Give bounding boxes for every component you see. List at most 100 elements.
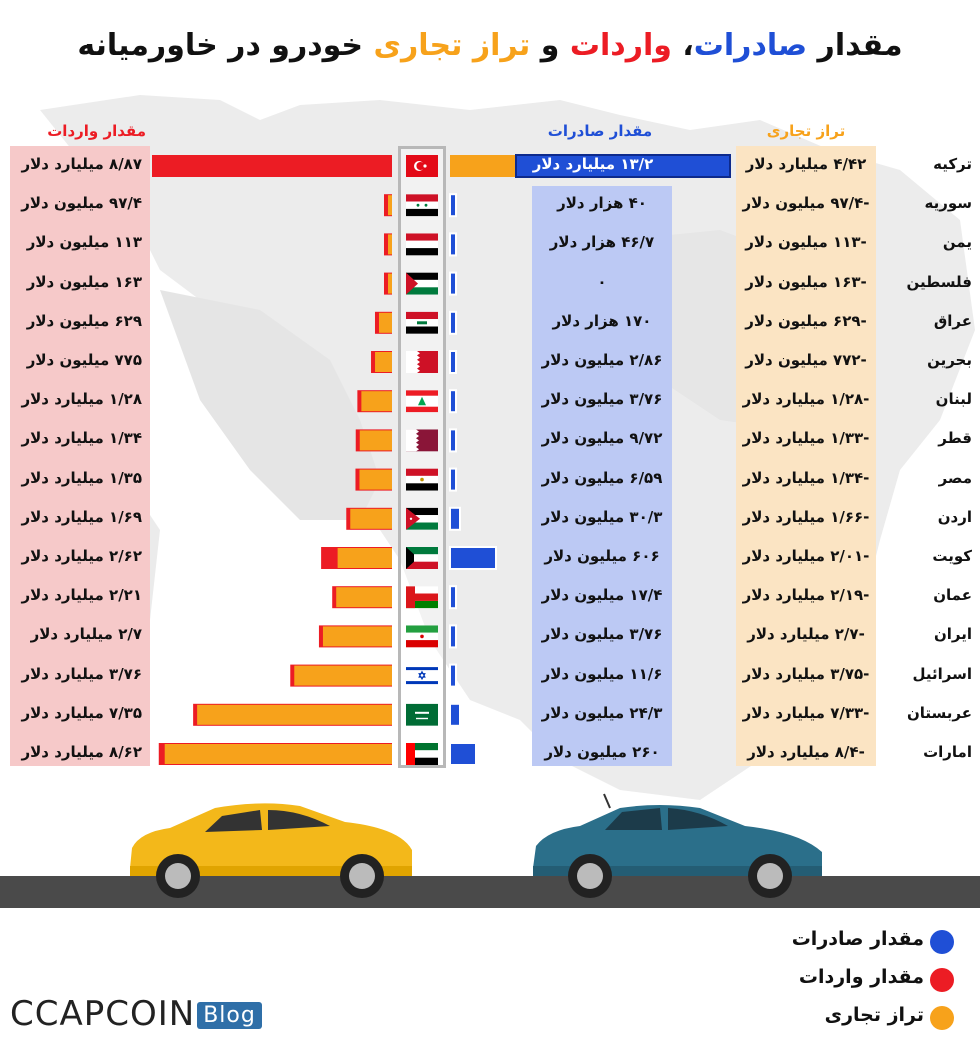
iraq-flag-icon — [406, 311, 438, 334]
import-value-label: ۷/۳۵ میلیارد دلار — [21, 703, 142, 722]
import-value-label: ۱/۳۵ میلیارد دلار — [21, 468, 142, 487]
lebanon-flag-icon — [406, 390, 438, 413]
export-bar — [449, 585, 457, 610]
country-name: یمن — [942, 233, 972, 252]
import-value-label: ۱۶۳ میلیون دلار — [26, 272, 142, 291]
syria-flag-icon — [406, 194, 438, 217]
export-value-label: ۲۴/۳ میلیون دلار — [541, 703, 663, 722]
export-bar — [515, 154, 731, 178]
export-value-label: ۲/۸۶ میلیون دلار — [541, 351, 663, 369]
legend-imports-label: مقدار واردات — [798, 966, 924, 988]
country-name: اردن — [937, 507, 972, 526]
yellow-car-icon — [130, 803, 412, 898]
import-value-label: ۱/۶۹ میلیارد دلار — [21, 507, 142, 526]
export-value-label: ۲۶۰ میلیون دلار — [544, 743, 660, 761]
title-sep: ، — [671, 28, 694, 63]
import-value-label: ۲/۷ میلیارد دلار — [30, 625, 142, 644]
bahrain-flag-icon — [406, 351, 438, 373]
export-value-label: ۳/۷۶ میلیون دلار — [541, 390, 663, 409]
country-name: امارات — [923, 743, 972, 761]
balance-value-label: -۷۷۲ میلیون دلار — [745, 351, 867, 369]
country-name: مصر — [938, 468, 972, 487]
ccapcoin-logo: CCAPCOIN Blog — [10, 994, 262, 1034]
bars-layer — [152, 154, 731, 766]
legend-imports: مقدار واردات — [799, 966, 924, 988]
country-name: ایران — [933, 625, 972, 644]
road — [0, 876, 980, 908]
balance-bar — [350, 508, 392, 529]
turkey-flag-icon — [406, 155, 438, 177]
export-value-label: ۱۷۰ هزار دلار — [552, 311, 652, 330]
balance-value-label: -۲/۱۹ میلیارد دلار — [742, 586, 870, 605]
balance-value-label: -۲/۷ میلیارد دلار — [747, 625, 865, 644]
balance-bar-positive — [450, 155, 516, 177]
title-part2: خودرو در خاورمیانه — [77, 28, 374, 63]
export-bar — [449, 232, 457, 257]
export-bar — [449, 624, 457, 649]
saudi-flag-icon — [406, 703, 438, 726]
import-value-label: ۹۷/۴ میلیون دلار — [21, 194, 142, 213]
title-exports-word: صادرات — [693, 28, 808, 63]
import-value-label: ۶۲۹ میلیون دلار — [26, 311, 142, 330]
balance-bar — [361, 391, 392, 412]
import-value-label: ۸/۶۲ میلیارد دلار — [21, 743, 142, 761]
export-value-label: ۱۳/۲ میلیارد دلار — [532, 155, 654, 173]
title-and: و — [530, 28, 570, 63]
balance-value-label: -۱۶۳ میلیون دلار — [745, 272, 867, 291]
country-name: عراق — [933, 311, 972, 330]
balance-value-label: -۱/۶۶ میلیارد دلار — [742, 507, 870, 526]
logo-main: CCAPCOIN — [10, 994, 196, 1034]
export-value-label: ۳۰/۳ میلیون دلار — [541, 507, 663, 526]
country-name: اسرائیل — [912, 664, 972, 683]
export-value-label: ۳/۷۶ میلیون دلار — [541, 625, 663, 644]
balance-value-label: -۲/۰۱ میلیارد دلار — [742, 547, 870, 565]
country-name: فلسطین — [906, 272, 972, 291]
balance-value-label: -۱/۳۴ میلیارد دلار — [742, 468, 870, 487]
export-bar — [449, 546, 497, 570]
country-name: ترکیه — [933, 155, 972, 173]
chart-title: مقدار صادرات، واردات و تراز تجاری خودرو … — [0, 28, 980, 63]
balance-value-label: ۴/۴۲ میلیارد دلار — [745, 155, 867, 173]
country-name: عمان — [933, 586, 972, 605]
export-value-label: ۴۰ هزار دلار — [557, 194, 647, 213]
balance-bar — [359, 430, 392, 451]
balance-value-label: -۶۲۹ میلیون دلار — [745, 311, 867, 330]
balance-value-label: -۷/۳۳ میلیارد دلار — [742, 703, 870, 722]
import-value-label: ۷۷۵ میلیون دلار — [26, 351, 142, 369]
balance-bar — [336, 587, 392, 608]
balance-value-label: -۸/۴ میلیارد دلار — [747, 743, 865, 761]
balance-bar — [375, 352, 392, 372]
balance-bar — [164, 744, 392, 764]
balance-bar — [322, 626, 392, 647]
legend-imports-dot — [930, 968, 954, 992]
title-balance-word: تراز تجاری — [373, 28, 531, 63]
balance-value-label: -۹۷/۴ میلیون دلار — [742, 194, 870, 213]
palestine-flag-icon — [406, 272, 438, 295]
balance-panel — [736, 146, 876, 766]
balance-bar — [337, 548, 392, 568]
balance-bar — [294, 665, 392, 686]
export-bar — [449, 193, 457, 218]
country-name: لبنان — [935, 390, 972, 409]
legend-exports-dot — [930, 930, 954, 954]
export-bar — [449, 467, 457, 492]
export-value-label: ۹/۷۲ میلیون دلار — [541, 429, 663, 448]
balance-bar — [388, 273, 392, 294]
export-bar — [449, 428, 457, 453]
export-bar — [449, 506, 461, 531]
logo-blog: Blog — [197, 1002, 262, 1029]
balance-bar — [388, 195, 392, 216]
country-name: قطر — [938, 429, 972, 448]
import-bar — [152, 155, 392, 177]
balance-header: تراز تجاری — [766, 122, 846, 140]
balance-value-label: -۱/۲۸ میلیارد دلار — [742, 390, 870, 409]
export-bar — [449, 310, 457, 335]
import-value-label: ۳/۷۶ میلیارد دلار — [21, 664, 142, 683]
oman-flag-icon — [406, 586, 438, 609]
balance-bar — [359, 469, 392, 490]
title-part1: مقدار — [807, 28, 903, 63]
jordan-flag-icon — [406, 507, 438, 530]
country-name: عربستان — [906, 703, 972, 722]
export-bar — [449, 350, 457, 374]
balance-bar — [388, 234, 392, 255]
